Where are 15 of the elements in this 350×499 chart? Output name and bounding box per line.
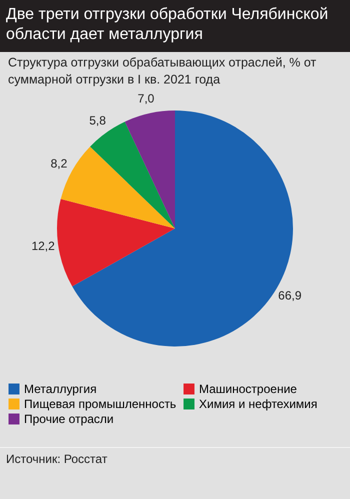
data-label: 7,0 [138,92,155,106]
data-label: 12,2 [31,238,56,253]
legend-label: Машиностроение [199,382,298,396]
legend-label: Химия и нефтехимия [199,397,318,411]
data-label: 5,8 [89,113,106,128]
pie-slice [124,110,175,228]
chart-subtitle: Структура отгрузки обрабатывающих отраслей, % от суммарной отгрузки в I кв. 2021 года [8,56,317,86]
data-label: 66,9 [278,288,302,303]
legend-label: Металлургия [24,382,97,396]
pie-slice [57,199,175,286]
legend-label: Пищевая промышленность [24,397,176,411]
legend-label: Прочие отрасли [24,412,114,426]
text: Источник: Росстат [0,447,350,470]
data-label: 8,2 [50,156,68,171]
chart-title: Две трети отгрузки обработки Челябинской области дает металлургия [0,0,350,52]
